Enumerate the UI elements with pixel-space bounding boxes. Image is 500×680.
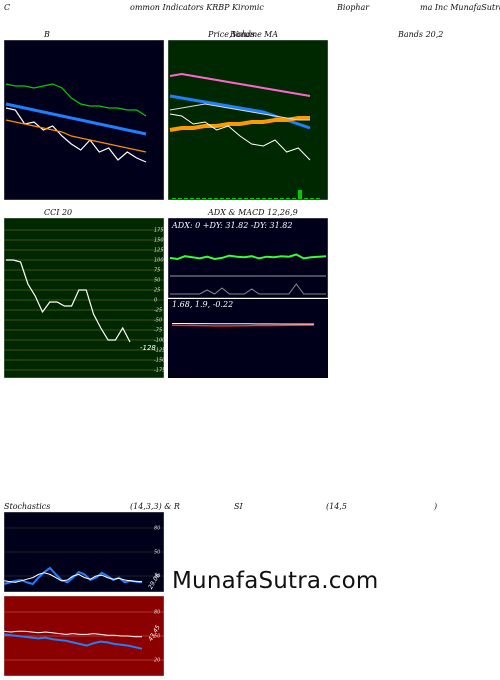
cci-line (6, 259, 131, 343)
price-ma-title-ma: MA (264, 30, 278, 39)
cci-tick-label: -100 (154, 338, 164, 344)
header-c: C (4, 3, 11, 12)
cci-value-label: -128 (140, 344, 156, 352)
stoch-tick-label: 80 (154, 526, 160, 532)
header-common-indicators: ommon Indicators KRBP Kiromic (130, 3, 264, 12)
bollinger-series-line (5, 102, 147, 136)
volume-bar (220, 198, 224, 199)
cci-tick-label: 0 (154, 298, 157, 304)
volume-bar (172, 198, 176, 199)
volume-bar (286, 198, 290, 199)
stoch-tick-label: 50 (154, 550, 160, 556)
volume-bar (304, 198, 308, 199)
macd-background (168, 299, 328, 378)
macd-chart: 1.68, 1.9, -0.22 (168, 299, 328, 378)
bands-title: Bands 20,2 (398, 30, 444, 39)
rsi-tick-label: 20 (154, 658, 160, 664)
volume-bar (202, 198, 206, 199)
cci-title: CCI 20 (44, 208, 73, 217)
price-ma-series-line (169, 116, 310, 132)
cci-tick-label: -25 (154, 308, 162, 314)
header-ma-inc: ma Inc MunafaSutra.com (420, 3, 500, 12)
volume-bar (244, 198, 248, 199)
volume-bar (214, 198, 218, 199)
macd-series-line (172, 323, 314, 325)
stoch-series-line (4, 566, 143, 586)
cci-tick-label: 175 (154, 228, 164, 234)
cci-tick-label: -175 (154, 368, 164, 374)
cci-tick-label: 75 (154, 268, 160, 274)
rsi-series-line (4, 633, 143, 650)
cci-tick-label: 100 (154, 258, 164, 264)
rsi-title-a: SI (234, 502, 243, 511)
cci-background (4, 218, 164, 378)
stoch-tick-label: 20 (154, 574, 160, 580)
adx-plus-dy-line (169, 253, 327, 261)
cci-tick-label: 50 (154, 278, 160, 284)
rsi-tick-label: 50 (154, 634, 160, 640)
bollinger-series-line (5, 107, 147, 163)
cci-tick-label: -50 (154, 318, 162, 324)
adx-macd-title: ADX & MACD 12,26,9 (208, 208, 298, 217)
volume-bar (298, 190, 302, 199)
volume-bar (226, 198, 230, 199)
price-ma-series-line (169, 113, 311, 161)
volume-bar (190, 198, 194, 199)
header-biophar: Biophar (337, 3, 370, 12)
macd-series-line (171, 324, 314, 327)
cci-tick-label: -75 (154, 328, 162, 334)
rsi-tick-label: 80 (154, 610, 160, 616)
volume-bar (262, 198, 266, 199)
volume-bar (184, 198, 188, 199)
cci-tick-label: 125 (154, 248, 164, 254)
volume-bar (274, 198, 278, 199)
price-ma-title: Price, (208, 30, 232, 39)
volume-bar (196, 198, 200, 199)
rsi-title-c: ) (434, 502, 438, 511)
adx-line (170, 283, 326, 295)
volume-bar (232, 198, 236, 199)
price-ma-title-volume: Volume (232, 30, 262, 39)
macd-readout: 1.68, 1.9, -0.22 (172, 300, 233, 309)
price-ma-series-line (169, 72, 311, 97)
bollinger-series-line (5, 83, 147, 117)
volume-bar (316, 198, 320, 199)
cci-tick-label: 25 (154, 288, 160, 294)
rsi-title-b: (14,5 (326, 502, 347, 511)
volume-bar (250, 198, 254, 199)
price-ma-series-line (169, 103, 310, 121)
price-ma-title-bands: Bands (230, 30, 256, 39)
price-ma-chart (168, 40, 328, 200)
volume-bar (268, 198, 272, 199)
adx-chart: ADX: 0 +DY: 31.82 -DY: 31.82 (168, 218, 328, 298)
volume-bar (280, 198, 284, 199)
volume-bar (178, 198, 182, 199)
stoch-series-line (4, 572, 142, 583)
cci-tick-label: -150 (154, 358, 164, 364)
stoch-title-b: (14,3,3) & R (130, 502, 180, 511)
volume-bar (310, 198, 314, 199)
bollinger-chart (4, 40, 164, 200)
volume-bar (292, 198, 296, 199)
cci-tick-label: 150 (154, 238, 164, 244)
volume-bar (256, 198, 260, 199)
stoch-title-a: Stochastics (4, 502, 51, 511)
rsi-series-line (4, 630, 142, 638)
volume-bar (208, 198, 212, 199)
cci-tick-label: -125 (154, 348, 164, 354)
cci-chart: 175 150 125 100 75 50 25 0 -25 -50 -75 -100 -125 -150… (4, 218, 164, 378)
bollinger-title: B (44, 30, 50, 39)
adx-readout: ADX: 0 +DY: 31.82 -DY: 31.82 (171, 221, 292, 230)
bollinger-series-line (5, 119, 147, 153)
brand-watermark: MunafaSutra.com (172, 568, 379, 594)
volume-bar (238, 198, 242, 199)
